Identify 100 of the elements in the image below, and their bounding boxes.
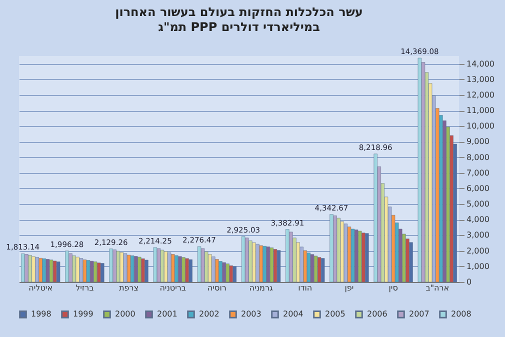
bar — [256, 244, 260, 282]
bar — [28, 255, 32, 282]
bar — [218, 261, 222, 282]
bar — [156, 248, 161, 282]
bar — [153, 247, 157, 282]
x-tick-label: רוסיה — [208, 284, 226, 292]
bar — [306, 252, 311, 282]
bar — [35, 257, 39, 282]
bar — [245, 238, 249, 282]
bar — [49, 260, 54, 282]
y-tick-label: 14,000 — [466, 59, 494, 68]
bar — [259, 245, 263, 282]
bar — [76, 256, 80, 282]
bar — [286, 229, 290, 282]
bar — [79, 258, 83, 282]
bar — [330, 214, 334, 282]
bar — [120, 252, 124, 282]
bar — [97, 262, 101, 282]
bar — [56, 262, 60, 282]
chart-subtitle: תמ"ג PPP במיליארדי דולרים — [158, 20, 320, 34]
bar — [82, 260, 87, 282]
bar — [333, 216, 337, 282]
y-tick-label: 1,000 — [466, 262, 490, 271]
bar — [138, 256, 142, 282]
y-tick-label: 6,000 — [466, 184, 490, 193]
chart-title: עשר הכלכלות החזקות בעולם בעשור האחרון — [115, 5, 363, 20]
bar — [123, 253, 128, 282]
bar — [266, 246, 270, 282]
y-tick-label: 8,000 — [466, 152, 490, 162]
bar — [72, 256, 76, 282]
bar — [109, 248, 113, 282]
legend-label: 2008 — [451, 309, 472, 318]
bar — [248, 240, 252, 282]
legend-label: 2001 — [157, 309, 178, 318]
x-tick-label: הודו — [298, 284, 312, 292]
legend-label: 2002 — [199, 309, 220, 318]
bar — [252, 242, 256, 282]
bar — [68, 253, 72, 282]
bar — [204, 251, 208, 282]
legend-label: 2004 — [283, 309, 304, 318]
bar — [340, 221, 344, 282]
bar — [336, 218, 340, 282]
bar — [362, 232, 366, 282]
x-tick-label: יפן — [344, 284, 354, 292]
bar — [185, 258, 189, 282]
bar — [232, 266, 237, 282]
bar — [358, 230, 362, 282]
bar — [317, 257, 322, 282]
bar — [188, 259, 192, 282]
bar — [174, 255, 178, 282]
bar — [134, 256, 138, 282]
x-tick-label: בריטניה — [160, 284, 186, 292]
bar — [229, 265, 233, 282]
x-tick-label: סין — [388, 284, 398, 292]
bar — [86, 260, 90, 282]
bar — [24, 254, 28, 282]
y-tick-label: 2,000 — [466, 246, 490, 256]
legend-label: 1999 — [73, 309, 94, 318]
bar — [310, 254, 314, 282]
y-tick-label: 11,000 — [466, 106, 494, 116]
bar — [164, 251, 168, 282]
bar — [241, 236, 246, 282]
bar — [90, 260, 94, 282]
bar — [418, 58, 422, 282]
bar — [222, 262, 226, 282]
bar — [226, 264, 230, 282]
bar — [52, 260, 57, 282]
y-tick-label: 9,000 — [466, 137, 490, 146]
bar — [130, 256, 134, 282]
legend-label: 2003 — [241, 309, 262, 318]
legend-label: 2000 — [115, 309, 136, 318]
y-tick-label: 3,000 — [466, 230, 490, 240]
bar — [409, 242, 413, 282]
x-tick-label: איטליה — [28, 284, 53, 292]
bar — [178, 256, 182, 282]
bar — [197, 246, 202, 282]
y-tick-label: 10,000 — [466, 122, 494, 131]
bar — [350, 228, 355, 282]
bar — [42, 258, 46, 282]
bar — [144, 260, 148, 282]
legend-label: 2007 — [409, 309, 430, 318]
bar — [374, 154, 378, 282]
legend-label: 1998 — [31, 309, 52, 318]
y-tick-label: 4,000 — [466, 215, 490, 224]
bar — [46, 259, 50, 282]
bar — [303, 250, 307, 282]
x-tick-label: צרפת — [119, 284, 139, 292]
bar — [270, 248, 274, 282]
bar — [354, 230, 358, 282]
y-tick-label: 7,000 — [466, 168, 490, 178]
bar — [93, 262, 98, 282]
bar — [212, 256, 216, 282]
legend-label: 2005 — [325, 309, 346, 318]
bar — [215, 259, 219, 282]
bar — [100, 263, 104, 282]
bar — [38, 258, 42, 282]
bar — [116, 250, 120, 282]
bar — [262, 246, 266, 282]
bar — [321, 258, 325, 282]
bar — [200, 248, 205, 282]
